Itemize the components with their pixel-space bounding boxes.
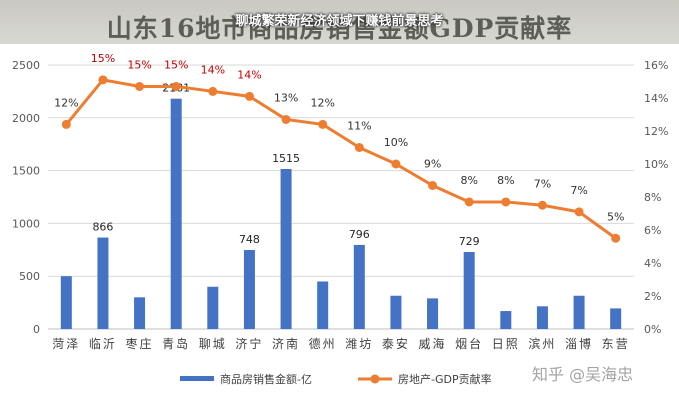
bar-value-label: 729 [459,235,480,248]
line-value-label: 10% [384,136,408,149]
y-right-tick-label: 4% [644,257,661,270]
line-value-label: 15% [164,58,188,71]
line-point [464,197,474,207]
y-left-tick-label: 2500 [12,59,40,72]
line-value-label: 12% [310,96,334,109]
bar [317,281,329,329]
line-value-label: 14% [237,68,261,81]
y-left-tick-label: 1500 [12,165,40,178]
line-point [611,233,621,243]
y-right-tick-label: 6% [644,224,661,237]
y-left-tick-label: 0 [33,323,40,336]
bar-value-label: 748 [239,233,260,246]
line-value-label: 8% [497,174,514,187]
x-tick-label: 泰安 [382,336,410,351]
y-right-tick-label: 10% [644,158,668,171]
bar [390,295,402,329]
y-right-tick-label: 16% [644,59,668,72]
line-point [208,86,218,96]
line-point [135,81,145,91]
bar [97,237,109,329]
line-value-label: 7% [570,184,587,197]
x-tick-label: 烟台 [455,336,483,351]
x-tick-label: 聊城 [199,337,227,351]
y-left-tick-label: 2000 [12,112,40,125]
x-tick-label: 淄博 [565,336,593,351]
bar [427,298,439,329]
line-value-label: 12% [54,96,78,109]
bar [353,244,365,329]
line-point [98,75,108,85]
bar [280,169,292,329]
x-tick-label: 济南 [272,336,300,351]
line-point [61,119,71,129]
y-right-tick-label: 12% [644,125,668,138]
x-tick-label: 德州 [309,336,337,351]
x-tick-label: 枣庄 [126,336,154,351]
line-value-label: 7% [534,177,551,190]
y-right-tick-label: 8% [644,191,661,204]
line-point [244,91,254,101]
legend-label-line: 房地产-GDP贡献率 [398,372,492,386]
bar [170,98,182,329]
y-right-tick-label: 2% [644,290,661,303]
x-tick-label: 潍坊 [345,336,373,351]
line-value-label: 14% [201,63,225,76]
line-point [501,197,511,207]
line-value-label: 5% [607,210,624,223]
line-point [318,119,328,129]
line-point [574,207,584,217]
x-tick-label: 青岛 [162,336,190,351]
bar-value-label: 866 [92,221,113,234]
line-value-label: 9% [424,157,441,170]
watermark: 知乎 @吴海忠 [532,365,634,384]
y-right-tick-label: 14% [644,92,668,105]
x-tick-label: 临沂 [89,337,117,351]
bar [500,311,512,329]
line-point [171,81,181,91]
bar [60,276,72,329]
line-series [65,78,617,240]
line-value-label: 11% [347,120,371,133]
line-value-label: 8% [460,174,477,187]
bar [610,308,622,329]
bar-value-label: 1515 [272,152,300,165]
line-point [537,200,547,210]
y-left-tick-label: 1000 [12,217,40,230]
chart-title: 山东16地市商品房销售金额GDP贡献率 [106,14,573,43]
x-tick-label: 济宁 [235,336,263,351]
line-point [281,114,291,124]
line-value-label: 15% [127,58,151,71]
overlay-caption: 聊城繁荣新经济领域下赚钱前景思考 [235,14,444,29]
legend-swatch-marker [370,374,380,384]
line-point [391,159,401,169]
bar-value-label: 796 [349,228,370,241]
bar [536,306,548,329]
bar [243,250,255,329]
title-bar: 山东16地市商品房销售金额GDP贡献率 聊城繁荣新经济领域下赚钱前景思考 [0,0,679,44]
bar [463,252,475,329]
bar [134,297,146,329]
line-point [354,143,364,152]
y-right-tick-label: 0% [644,323,661,336]
x-tick-label: 日照 [492,337,520,351]
bar [207,286,219,329]
legend-label-bar: 商品房销售金额-亿 [220,372,312,386]
line-value-label: 15% [91,52,115,65]
y-left-tick-label: 500 [19,270,40,283]
line-point [428,180,438,190]
legend-swatch-bar [180,376,214,381]
x-tick-label: 滨州 [528,336,556,351]
x-tick-label: 东营 [602,337,630,351]
bar [573,295,585,329]
x-tick-label: 威海 [419,336,447,351]
x-tick-label: 菏泽 [52,337,80,351]
line-value-label: 13% [274,91,298,104]
